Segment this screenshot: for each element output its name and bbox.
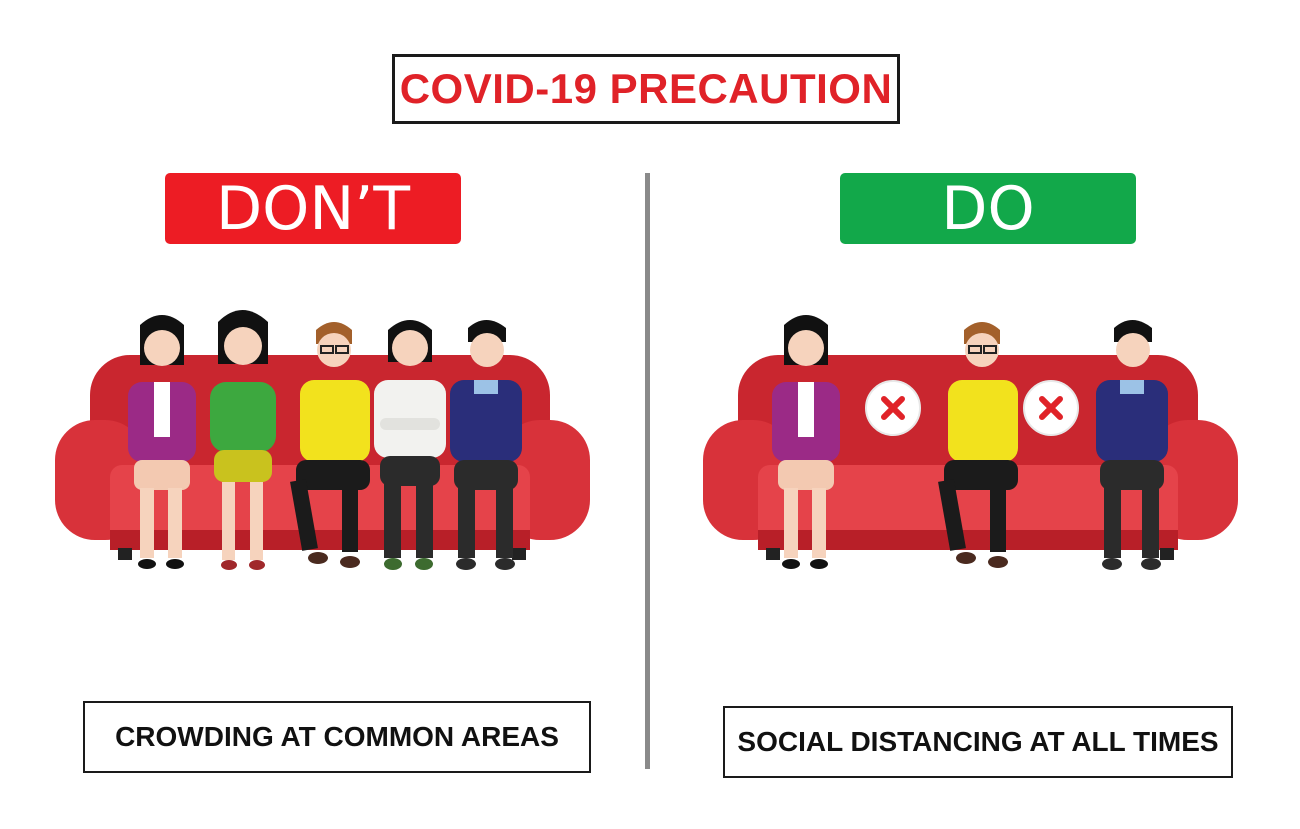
sofa-right <box>703 355 1238 560</box>
crowded-sofa-illustration <box>55 310 590 570</box>
dont-caption-box: CROWDING AT COMMON AREAS <box>83 701 591 773</box>
center-divider <box>645 173 650 769</box>
dont-label: DON’T <box>215 173 411 244</box>
do-banner: DO <box>840 173 1136 244</box>
do-caption: SOCIAL DISTANCING AT ALL TIMES <box>737 726 1219 757</box>
person-3 <box>290 322 370 568</box>
do-label: DO <box>941 173 1035 244</box>
person-3-distanced <box>1096 320 1168 570</box>
x-mark-icon <box>1023 380 1079 436</box>
distanced-sofa-illustration <box>703 315 1238 570</box>
title-box: COVID-19 PRECAUTION <box>392 54 900 124</box>
person-1 <box>128 315 196 569</box>
person-4 <box>374 320 446 570</box>
person-2-distanced <box>938 322 1018 568</box>
page-title: COVID-19 PRECAUTION <box>399 65 893 112</box>
do-caption-box: SOCIAL DISTANCING AT ALL TIMES <box>723 706 1233 778</box>
person-1-distanced <box>772 315 840 569</box>
dont-caption: CROWDING AT COMMON AREAS <box>115 721 559 752</box>
person-2 <box>210 310 276 570</box>
x-mark-icon <box>865 380 921 436</box>
person-5 <box>450 320 522 570</box>
dont-banner: DON’T <box>165 173 461 244</box>
